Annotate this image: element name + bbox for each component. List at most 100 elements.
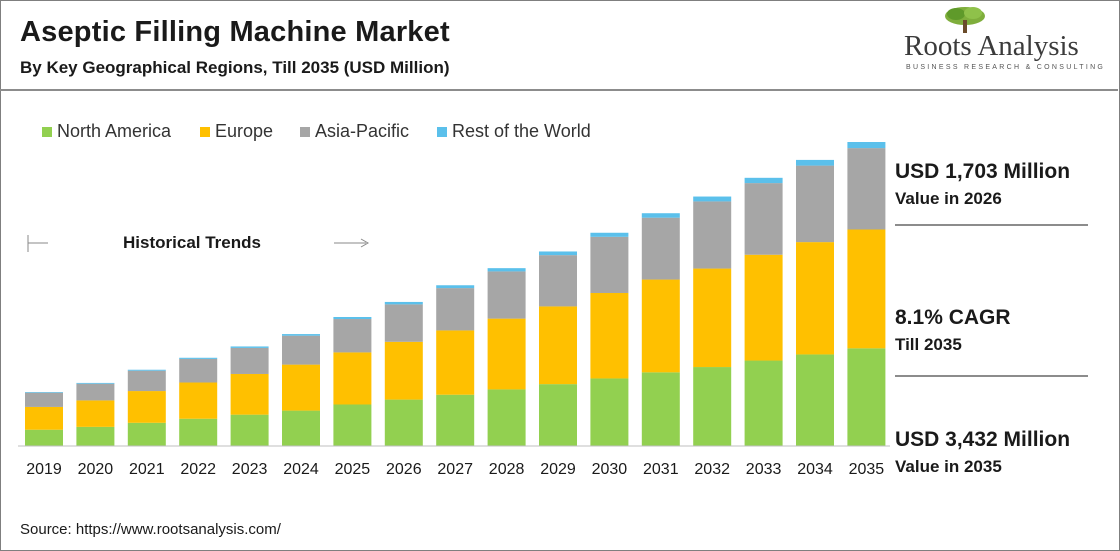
bar-2023-rest-of-the-world xyxy=(230,346,269,348)
bar-2033-asia-pacific xyxy=(744,183,783,255)
brand-tagline: BUSINESS RESEARCH & CONSULTING xyxy=(906,64,1106,71)
bar-2026-europe xyxy=(384,341,423,400)
bar-2023-europe xyxy=(230,373,269,415)
bar-2021-rest-of-the-world xyxy=(127,369,166,371)
bar-2019-asia-pacific xyxy=(25,392,63,407)
kpi-divider xyxy=(895,375,1088,377)
x-tick-label: 2033 xyxy=(746,461,782,478)
x-tick-label: 2021 xyxy=(129,461,165,478)
legend-swatch xyxy=(42,127,52,137)
bar-2020-north-america xyxy=(76,426,115,446)
bar-2022-europe xyxy=(179,382,218,419)
bar-2030-north-america xyxy=(590,378,629,446)
bar-2024-north-america xyxy=(282,410,320,446)
x-tick-label: 2024 xyxy=(283,461,319,478)
bar-2019-north-america xyxy=(25,429,63,446)
x-tick-label: 2022 xyxy=(180,461,216,478)
x-tick-label: 2031 xyxy=(643,461,679,478)
bar-2021-north-america xyxy=(127,422,166,446)
bar-2025-europe xyxy=(333,352,372,405)
bar-2033-europe xyxy=(744,254,783,361)
bar-2020-rest-of-the-world xyxy=(76,382,115,384)
x-tick-label: 2026 xyxy=(386,461,422,478)
bar-2022-asia-pacific xyxy=(179,358,218,383)
kpi-2035-value: USD 3,432 Million xyxy=(895,428,1071,451)
x-tick-label: 2023 xyxy=(232,461,268,478)
kpi-divider xyxy=(895,224,1088,226)
bar-2033-rest-of-the-world xyxy=(744,177,783,184)
x-tick-label: 2025 xyxy=(335,461,371,478)
bar-2035-north-america xyxy=(847,348,886,446)
bar-2031-europe xyxy=(641,279,680,373)
bar-2023-north-america xyxy=(230,414,269,446)
bar-2030-asia-pacific xyxy=(590,236,629,293)
bar-2019-europe xyxy=(25,406,63,430)
legend-swatch xyxy=(437,127,447,137)
bar-2031-north-america xyxy=(641,372,680,446)
bar-2035-asia-pacific xyxy=(847,148,886,230)
x-tick-label: 2035 xyxy=(849,461,885,478)
bar-2034-rest-of-the-world xyxy=(796,159,834,166)
bar-2032-north-america xyxy=(693,367,732,446)
bar-2029-asia-pacific xyxy=(539,255,577,307)
x-tick-label: 2027 xyxy=(437,461,473,478)
legend-label: Rest of the World xyxy=(452,121,591,141)
x-tick-label: 2029 xyxy=(540,461,576,478)
bar-2035-rest-of-the-world xyxy=(847,142,886,149)
historical-trends-label: Historical Trends xyxy=(123,233,261,252)
bar-2019-rest-of-the-world xyxy=(25,392,63,393)
bar-2027-rest-of-the-world xyxy=(436,285,475,289)
chart-title: Aseptic Filling Machine Market xyxy=(20,16,450,48)
bar-2031-asia-pacific xyxy=(641,217,680,280)
bar-2027-asia-pacific xyxy=(436,288,475,331)
legend-label: Asia-Pacific xyxy=(315,121,409,141)
x-tick-label: 2020 xyxy=(78,461,114,478)
bar-2031-rest-of-the-world xyxy=(641,213,680,218)
bar-2030-europe xyxy=(590,292,629,379)
bar-2023-asia-pacific xyxy=(230,347,269,374)
bar-2024-asia-pacific xyxy=(282,335,320,365)
bar-2035-europe xyxy=(847,229,886,349)
bar-2033-north-america xyxy=(744,360,783,446)
stacked-bar-chart: 2019 2020 2021 2022 2023 2024 2025 2026 2027 2028… xyxy=(18,121,890,478)
bar-2028-north-america xyxy=(487,389,526,446)
bar-2029-rest-of-the-world xyxy=(539,251,577,256)
source-note: Source: https://www.rootsanalysis.com/ xyxy=(20,521,281,538)
bar-2024-europe xyxy=(282,364,320,411)
bar-2020-asia-pacific xyxy=(76,383,115,401)
x-tick-label: 2034 xyxy=(797,461,833,478)
x-tick-label: 2030 xyxy=(592,461,628,478)
bar-2034-europe xyxy=(796,242,834,355)
bar-2029-north-america xyxy=(539,384,577,446)
chart-subtitle: By Key Geographical Regions, Till 2035 (… xyxy=(20,58,450,77)
bar-2028-europe xyxy=(487,318,526,390)
bar-2028-asia-pacific xyxy=(487,271,526,319)
bar-2030-rest-of-the-world xyxy=(590,232,629,237)
bar-2027-europe xyxy=(436,330,475,395)
bar-2034-north-america xyxy=(796,354,834,446)
bar-2026-asia-pacific xyxy=(384,304,423,342)
kpi-2026-label: Value in 2026 xyxy=(895,189,1002,208)
kpi-2026-value: USD 1,703 Million xyxy=(895,160,1071,183)
bar-2025-asia-pacific xyxy=(333,319,372,353)
legend-swatch xyxy=(200,127,210,137)
bar-2032-rest-of-the-world xyxy=(693,196,732,202)
bar-2020-europe xyxy=(76,400,115,427)
bar-2025-north-america xyxy=(333,404,372,446)
bar-2024-rest-of-the-world xyxy=(282,334,320,336)
bar-2032-europe xyxy=(693,268,732,368)
brand-name: Roots Analysis xyxy=(904,30,1079,62)
brand-logo: Roots Analysis BUSINESS RESEARCH & CONSU… xyxy=(904,6,1104,76)
bar-2021-asia-pacific xyxy=(127,370,166,392)
bar-2021-europe xyxy=(127,391,166,423)
bar-2022-rest-of-the-world xyxy=(179,357,218,359)
legend-label: North America xyxy=(57,121,172,141)
x-tick-label: 2028 xyxy=(489,461,525,478)
bar-2028-rest-of-the-world xyxy=(487,268,526,272)
bar-2029-europe xyxy=(539,306,577,385)
x-tick-label: 2032 xyxy=(694,461,730,478)
kpi-2035-label: Value in 2035 xyxy=(895,457,1002,476)
bar-2034-asia-pacific xyxy=(796,165,834,243)
x-tick-label: 2019 xyxy=(26,461,62,478)
bar-2026-rest-of-the-world xyxy=(384,301,423,305)
